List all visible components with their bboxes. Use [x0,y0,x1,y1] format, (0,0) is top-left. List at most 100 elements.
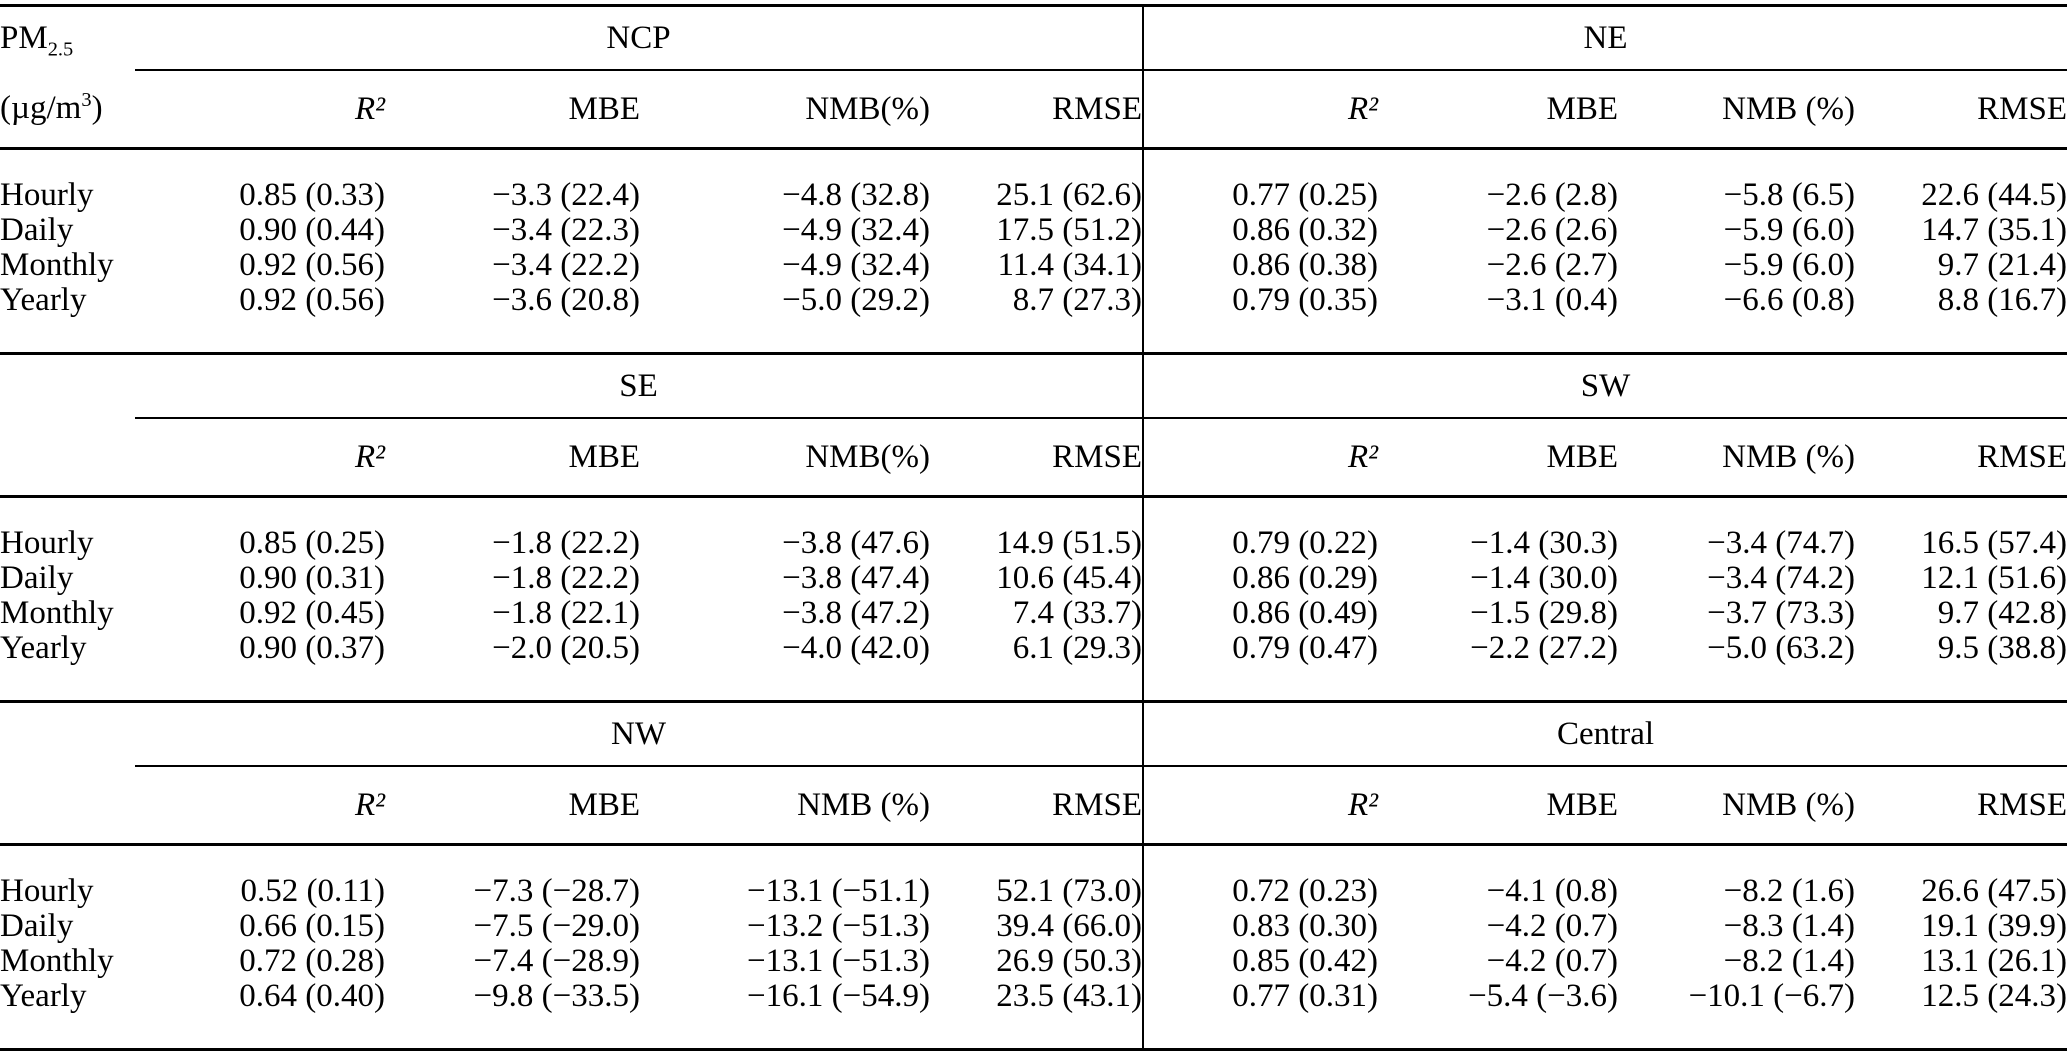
stat-cell: −5.0 (29.2) [640,283,930,355]
pm25-subscript: 2.5 [47,38,74,61]
col-header-mbe: MBE [1378,70,1619,150]
stat-cell: 12.1 (51.6) [1921,560,2067,596]
stat-cell: −3.8 (47.6) [782,525,930,561]
stat-cell: −7.4 (−28.9) [473,943,640,979]
table-corner-unit: (µg/m3) [0,70,135,150]
stat-cell: −3.8 (47.2) [782,595,930,631]
col-header-r2: R² [1142,70,1379,150]
stat-cell: −8.3 (1.4) [1723,908,1856,944]
stat-cell: 9.5 (38.8) [1855,631,2067,703]
stat-cell: −3.4 (22.2) [492,247,640,283]
col-header-nmb: NMB(%) [640,70,930,150]
stat-cell: 9.7 (21.4) [1937,247,2067,283]
stat-cell: −3.1 (0.4) [1378,283,1619,355]
stat-cell: 0.92 (0.56) [239,247,385,283]
row-label: Yearly [0,631,135,703]
col-header-nmb: NMB(%) [640,418,930,498]
stat-cell: 0.72 (0.23) [1142,844,1379,909]
stat-cell: 0.72 (0.28) [239,943,385,979]
empty-cell [0,418,135,498]
stat-cell: 0.86 (0.38) [1142,248,1379,283]
row-label: Daily [0,212,74,248]
table-row: Monthly 0.72 (0.28) −7.4 (−28.9) −13.1 (… [0,944,2067,979]
stat-cell: −4.0 (42.0) [640,631,930,703]
table-block-nw-central: NW Central R² MBE NMB (%) RMSE R² MBE NM… [0,701,2067,1051]
stat-cell: −1.8 (22.2) [492,560,640,596]
table-row: Yearly 0.92 (0.56) −3.6 (20.8) −5.0 (29.… [0,283,2067,355]
col-header-nmb: NMB (%) [1618,766,1856,846]
stat-cell: 13.1 (26.1) [1921,943,2067,979]
stat-cell: −5.9 (6.0) [1723,247,1856,283]
col-header-mbe: MBE [385,418,640,498]
region-header-row: SE SW [0,353,2067,419]
col-header-mbe: MBE [1378,766,1619,846]
stat-cell: 0.90 (0.31) [239,560,385,596]
column-header-row: R² MBE NMB(%) RMSE R² MBE NMB (%) RMSE [0,418,2067,498]
stat-cell: 14.9 (51.5) [996,525,1143,561]
stat-cell: −4.2 (0.7) [1486,943,1619,979]
stat-cell: 7.4 (33.7) [1012,595,1143,631]
empty-cell [0,702,135,767]
col-header-mbe: MBE [1378,418,1619,498]
stat-cell: 19.1 (39.9) [1921,908,2067,944]
stat-cell: −8.2 (1.4) [1723,943,1856,979]
stat-cell: 0.86 (0.49) [1142,596,1379,631]
stat-cell: 8.7 (27.3) [930,283,1144,355]
table-row: Hourly 0.85 (0.25) −1.8 (22.2) −3.8 (47.… [0,496,2067,561]
stat-cell: 0.79 (0.22) [1142,496,1379,561]
stat-cell: 0.66 (0.15) [239,908,385,944]
col-header-rmse: RMSE [1855,70,2067,150]
stat-cell: 26.6 (47.5) [1921,873,2067,909]
col-header-nmb: NMB (%) [1618,70,1856,150]
stat-cell: −8.2 (1.6) [1723,873,1856,909]
row-label: Daily [0,908,74,944]
stat-cell: −2.2 (27.2) [1378,631,1619,703]
stat-cell: −4.8 (32.8) [782,177,930,213]
stat-cell: −4.1 (0.8) [1486,873,1619,909]
table-row: Daily 0.66 (0.15) −7.5 (−29.0) −13.2 (−5… [0,909,2067,944]
row-label: Yearly [0,979,135,1051]
col-header-rmse: RMSE [930,418,1144,498]
table-row: Daily 0.90 (0.31) −1.8 (22.2) −3.8 (47.4… [0,561,2067,596]
stat-cell: 6.1 (29.3) [930,631,1144,703]
col-header-r2: R² [135,766,385,846]
stat-cell: 0.90 (0.44) [239,212,385,248]
table-row: Monthly 0.92 (0.56) −3.4 (22.2) −4.9 (32… [0,248,2067,283]
stat-cell: 52.1 (73.0) [996,873,1143,909]
col-header-mbe: MBE [385,70,640,150]
stat-cell: 0.85 (0.42) [1142,944,1379,979]
stat-cell: 0.92 (0.56) [135,283,385,355]
region-header-row: PM2.5 NCP NE [0,5,2067,71]
stat-cell: −1.4 (30.3) [1470,525,1619,561]
stat-cell: 0.64 (0.40) [135,979,385,1051]
row-label: Yearly [0,283,135,355]
stat-cell: −4.9 (32.4) [782,212,930,248]
stat-cell: −2.6 (2.7) [1486,247,1619,283]
stat-cell: −3.4 (22.3) [492,212,640,248]
stat-cell: −3.3 (22.4) [492,177,640,213]
column-header-row: (µg/m3) R² MBE NMB(%) RMSE R² MBE NMB (%… [0,70,2067,150]
stat-cell: −2.0 (20.5) [385,631,640,703]
stat-cell: 0.85 (0.25) [239,525,385,561]
stat-cell: 9.7 (42.8) [1937,595,2067,631]
pm25-label: PM2.5 [0,20,74,61]
col-header-rmse: RMSE [1855,418,2067,498]
region-header: NE [1142,5,2067,71]
col-header-r2: R² [1142,766,1379,846]
col-header-rmse: RMSE [930,766,1144,846]
stat-cell: −10.1 (−6.7) [1618,979,1856,1051]
row-label: Hourly [0,873,94,909]
row-label: Hourly [0,177,94,213]
stat-cell: −6.6 (0.8) [1618,283,1856,355]
empty-cell [0,354,135,419]
stat-cell: 0.52 (0.11) [240,873,385,909]
stat-cell: 0.77 (0.25) [1142,148,1379,213]
col-header-r2: R² [135,418,385,498]
stat-cell: 0.92 (0.45) [239,595,385,631]
region-header: NCP [135,5,1144,71]
unit-superscript: 3 [81,89,92,111]
row-label: Hourly [0,525,94,561]
table-row: Monthly 0.92 (0.45) −1.8 (22.1) −3.8 (47… [0,596,2067,631]
table-row: Hourly 0.85 (0.33) −3.3 (22.4) −4.8 (32.… [0,148,2067,213]
